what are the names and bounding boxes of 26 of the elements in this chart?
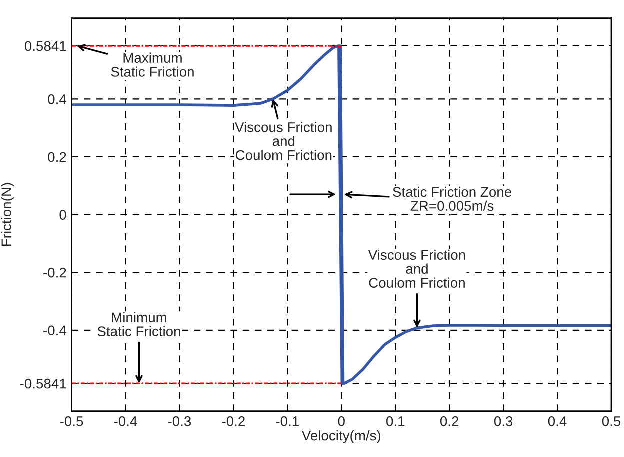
x-tick-label: 0 bbox=[338, 416, 345, 426]
x-tick-label: -0.2 bbox=[222, 416, 245, 426]
annotation: Static Friction Zone ZR=0.005m/s bbox=[393, 186, 512, 212]
y-tick-label: -0.4 bbox=[44, 326, 66, 336]
y-tick-label: 0 bbox=[60, 210, 66, 220]
y-axis-title: Friction(N) bbox=[1, 183, 14, 246]
y-tick-label: 0.4 bbox=[48, 94, 66, 104]
line-series bbox=[72, 44, 612, 385]
x-tick-label: 0.1 bbox=[386, 416, 405, 426]
y-tick-label: -0.5841 bbox=[20, 378, 66, 389]
y-tick-label: 0.5841 bbox=[24, 41, 66, 52]
x-tick-label: -0.4 bbox=[114, 416, 138, 426]
y-tick-label: 0.2 bbox=[48, 152, 66, 162]
x-tick-label: 0.4 bbox=[548, 416, 567, 426]
x-tick-label: -0.1 bbox=[276, 416, 299, 426]
x-tick-label: 0.5 bbox=[602, 416, 621, 426]
x-tick-label: -0.3 bbox=[168, 416, 192, 426]
x-tick-label: 0.2 bbox=[440, 416, 459, 426]
y-tick-label: -0.2 bbox=[44, 268, 66, 278]
annotation: Minimum Static Friction bbox=[98, 312, 180, 336]
annotation: Viscous Friction and Coulom Friction bbox=[235, 122, 332, 160]
annotation: Viscous Friction and Coulom Friction bbox=[368, 250, 466, 288]
x-axis-title: Velocity(m/s) bbox=[302, 430, 381, 444]
x-tick-label: 0.3 bbox=[494, 416, 513, 426]
annotation: Maximum Static Friction bbox=[111, 52, 194, 77]
x-tick-label: -0.5 bbox=[60, 416, 84, 426]
